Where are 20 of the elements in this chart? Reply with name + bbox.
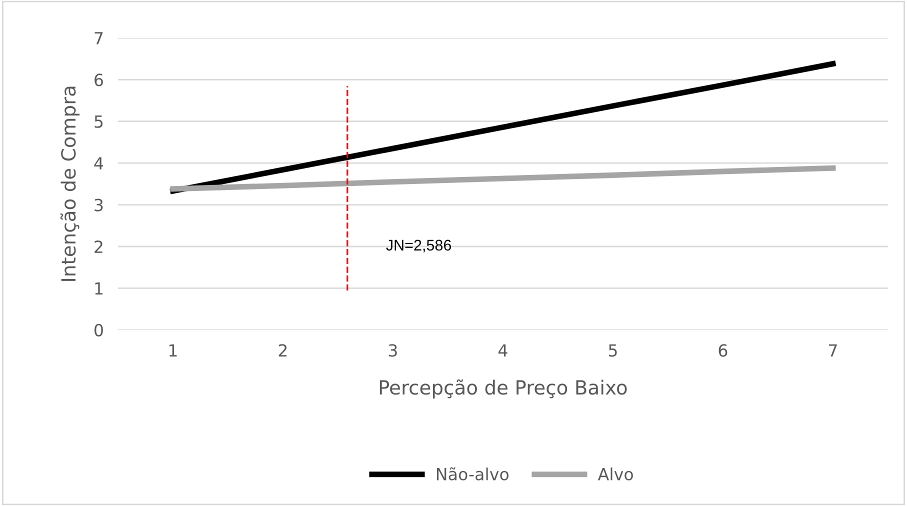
x-tick-label: 5 <box>608 344 617 357</box>
y-tick-label: 4 <box>94 157 104 170</box>
x-axis-title: Percepção de Preço Baixo <box>380 379 627 399</box>
legend-label: Alvo <box>598 468 633 480</box>
y-tick-label: 1 <box>95 282 102 295</box>
y-tick-label: 2 <box>94 240 102 253</box>
x-tick-label: 7 <box>829 344 837 356</box>
y-tick-label: 5 <box>94 116 103 128</box>
x-tick-label: 3 <box>388 344 397 357</box>
y-tick-label: 6 <box>94 74 103 86</box>
y-tick-label: 7 <box>94 32 103 44</box>
x-tick-label: 6 <box>718 344 728 357</box>
legend-label: Não-alvo <box>436 467 509 480</box>
y-axis-title: Intenção de Compra <box>60 86 80 281</box>
y-tick-label: 0 <box>94 324 103 336</box>
x-tick-label: 2 <box>278 344 287 356</box>
x-tick-label: 4 <box>498 344 508 356</box>
x-tick-label: 1 <box>169 344 177 356</box>
ref-line-label: JN=2,586 <box>386 240 452 252</box>
y-tick-label: 3 <box>94 198 103 212</box>
